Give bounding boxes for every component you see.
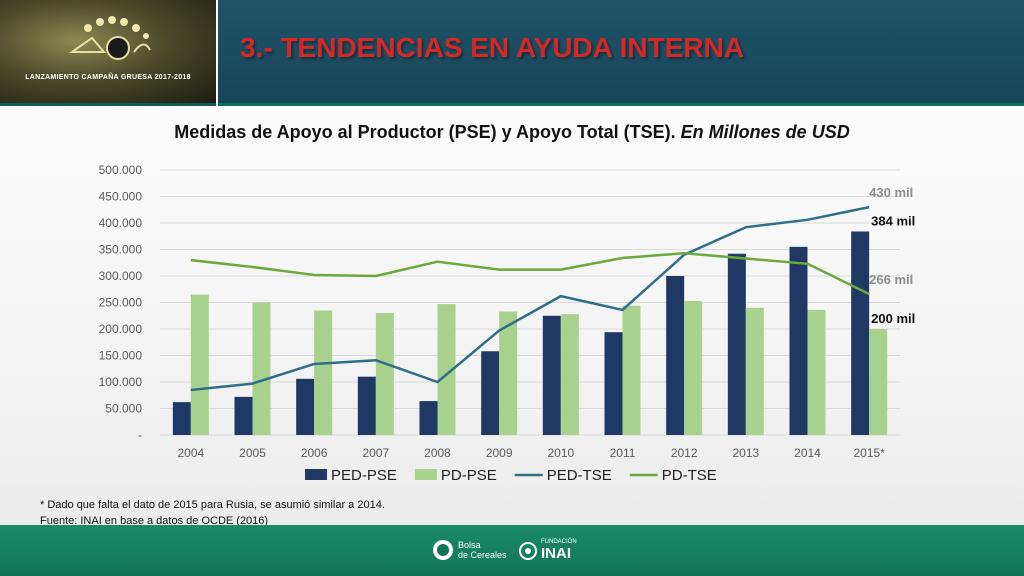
y-tick-label: 100.000 bbox=[99, 375, 143, 389]
header-bar: 3.- TENDENCIAS EN AYUDA INTERNA bbox=[218, 0, 1024, 106]
footnote-2015: * Dado que falta el dato de 2015 para Ru… bbox=[40, 499, 385, 511]
chart: - 50.000 100.000 150.000 200.000 250.000 300.0… bbox=[99, 163, 916, 484]
x-tick-label: 2013 bbox=[732, 446, 759, 460]
y-tick-label: 500.000 bbox=[99, 163, 143, 177]
bar-ped-pse bbox=[296, 378, 315, 435]
data-annotations: 430 mil 384 mil 266 mil 200 mil bbox=[869, 185, 915, 326]
grid-lines bbox=[160, 169, 900, 436]
bar-pd-pse bbox=[684, 300, 703, 435]
bar-ped-pse bbox=[234, 396, 253, 435]
bar-ped-pse bbox=[851, 231, 870, 435]
bar-ped-pse bbox=[666, 276, 685, 435]
data-annotation: 384 mil bbox=[871, 213, 915, 228]
chart-title-main: Medidas de Apoyo al Productor (PSE) y Ap… bbox=[174, 122, 676, 142]
inai-text: INAI bbox=[541, 545, 571, 562]
bar-pd-pse bbox=[190, 294, 209, 435]
y-tick-label: 250.000 bbox=[99, 296, 143, 310]
x-axis-ticks: 2004 2005 2006 2007 2008 2009 2010 2011 2012 2013… bbox=[177, 446, 885, 460]
x-tick-label: 2008 bbox=[424, 446, 451, 460]
line-ped-tse bbox=[190, 205, 870, 392]
y-tick-label: 300.000 bbox=[99, 269, 143, 283]
inai-logo: FUNDACIÓN INAI bbox=[518, 539, 577, 562]
y-tick-label: 200.000 bbox=[99, 322, 143, 336]
lines bbox=[190, 205, 870, 392]
bar-pd-pse bbox=[314, 310, 333, 435]
bar-pd-pse bbox=[745, 307, 764, 435]
x-tick-label: 2010 bbox=[547, 446, 574, 460]
line-pd-tse bbox=[190, 251, 870, 296]
x-tick-label: 2006 bbox=[301, 446, 328, 460]
bar-ped-pse bbox=[727, 253, 746, 435]
legend-label: PD-PSE bbox=[441, 467, 497, 484]
inai-small-text: FUNDACIÓN bbox=[541, 539, 577, 545]
bolsa-cereales-icon bbox=[433, 540, 453, 560]
bar-pd-pse bbox=[869, 329, 888, 435]
x-tick-label: 2012 bbox=[671, 446, 698, 460]
chart-title-italic: En Millones de USD bbox=[680, 122, 850, 142]
data-annotation: 266 mil bbox=[869, 272, 913, 287]
legend: PED-PSE PD-PSE PED-TSE PD-TSE bbox=[305, 467, 717, 484]
bar-ped-pse bbox=[542, 315, 561, 435]
y-tick-label: 400.000 bbox=[99, 216, 143, 230]
x-tick-label: 2011 bbox=[610, 446, 636, 460]
bars bbox=[172, 231, 888, 435]
y-tick-label: 50.000 bbox=[105, 402, 142, 416]
bar-pd-pse bbox=[375, 313, 394, 435]
data-annotation: 200 mil bbox=[871, 311, 915, 326]
y-tick-label: 450.000 bbox=[99, 190, 143, 204]
legend-label: PD-TSE bbox=[662, 467, 717, 484]
bar-ped-pse bbox=[481, 351, 500, 435]
legend-label: PED-PSE bbox=[331, 467, 397, 484]
footnotes: * Dado que falta el dato de 2015 para Ru… bbox=[40, 497, 385, 529]
bar-pd-pse bbox=[499, 311, 518, 435]
bolsa-cereales-logo: Bolsa de Cereales bbox=[432, 539, 507, 561]
bar-pd-pse bbox=[252, 302, 271, 435]
legend-swatch bbox=[305, 469, 327, 480]
logo-caption: LANZAMIENTO CAMPAÑA GRUESA 2017-2018 bbox=[25, 74, 191, 81]
bolsa-line2: de Cereales bbox=[458, 550, 507, 560]
bar-ped-pse bbox=[419, 401, 438, 435]
y-tick-label: - bbox=[138, 428, 142, 442]
campaign-logo-icon bbox=[68, 16, 151, 60]
bar-ped-pse bbox=[357, 376, 376, 435]
legend-swatch bbox=[414, 469, 437, 480]
bolsa-line1: Bolsa bbox=[458, 540, 481, 550]
x-tick-label: 2015* bbox=[853, 446, 885, 460]
bar-pd-pse bbox=[560, 314, 579, 435]
x-tick-label: 2004 bbox=[177, 446, 204, 460]
bar-ped-pse bbox=[604, 332, 623, 435]
bar-pd-pse bbox=[437, 304, 456, 435]
inai-icon bbox=[519, 541, 537, 560]
data-annotation: 430 mil bbox=[869, 185, 913, 200]
x-tick-label: 2005 bbox=[239, 446, 266, 460]
page-title: 3.- TENDENCIAS EN AYUDA INTERNA bbox=[240, 32, 745, 63]
x-tick-label: 2007 bbox=[362, 446, 389, 460]
footnote-source: Fuente: INAI en base a datos de OCDE (20… bbox=[40, 515, 269, 527]
x-tick-label: 2009 bbox=[486, 446, 513, 460]
bar-ped-pse bbox=[172, 402, 191, 435]
legend-label: PED-TSE bbox=[547, 467, 612, 484]
campaign-logo-panel: LANZAMIENTO CAMPAÑA GRUESA 2017-2018 bbox=[0, 0, 216, 106]
bar-pd-pse bbox=[622, 305, 641, 435]
footer-bar: Bolsa de Cereales FUNDACIÓN INAI bbox=[0, 525, 1024, 576]
bar-pd-pse bbox=[807, 309, 826, 435]
chart-title: Medidas de Apoyo al Productor (PSE) y Ap… bbox=[0, 122, 1024, 143]
y-axis-ticks: - 50.000 100.000 150.000 200.000 250.000 300.0… bbox=[99, 163, 143, 442]
bar-ped-pse bbox=[789, 246, 808, 435]
y-tick-label: 150.000 bbox=[99, 349, 143, 363]
y-tick-label: 350.000 bbox=[99, 243, 143, 257]
x-tick-label: 2014 bbox=[794, 446, 821, 460]
